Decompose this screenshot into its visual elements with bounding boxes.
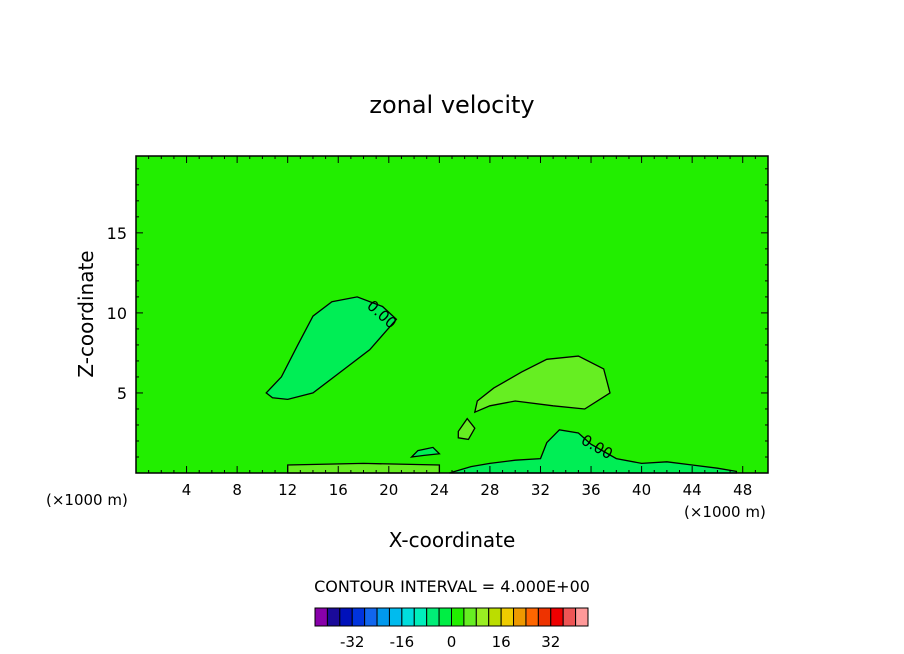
colorbar-tick-label: 16 — [492, 633, 511, 651]
colorbar-swatch — [388, 607, 403, 627]
x-tick-label: 4 — [182, 481, 192, 499]
contour-region — [265, 296, 398, 401]
colorbar-tick-label: -32 — [340, 633, 365, 651]
colorbar-swatch — [550, 607, 564, 627]
chart-title: zonal velocity — [369, 91, 534, 119]
colorbar-swatch — [500, 607, 515, 627]
z-unit-label: (×1000 m) — [46, 491, 128, 509]
contour-region — [473, 355, 611, 414]
x-tick-label: 32 — [531, 481, 550, 499]
colorbar-swatch — [326, 607, 341, 627]
colorbar-tick-label: 0 — [447, 633, 457, 651]
x-tick-label: 16 — [329, 481, 348, 499]
colorbar — [314, 607, 589, 627]
colorbar-swatch — [376, 607, 390, 627]
y-tick-label: 10 — [107, 304, 127, 323]
colorbar-swatch — [451, 607, 465, 627]
colorbar-swatch — [463, 607, 477, 627]
colorbar-swatch — [413, 607, 428, 627]
colorbar-tick-label: -16 — [390, 633, 415, 651]
colorbar-swatch — [537, 607, 552, 627]
colorbar-swatch — [575, 607, 589, 627]
x-tick-label: 12 — [278, 481, 297, 499]
x-tick-labels: 4 8 12 16 20 24 28 32 36 40 44 48 — [182, 481, 752, 499]
colorbar-swatch — [401, 607, 415, 627]
x-tick-label: 20 — [379, 481, 398, 499]
x-tick-label: 8 — [232, 481, 242, 499]
colorbar-swatch — [488, 607, 502, 627]
y-tick-label: 15 — [107, 224, 127, 243]
y-tick-labels: 5 10 15 — [107, 224, 127, 403]
x-tick-label: 48 — [733, 481, 752, 499]
axis-ticks — [136, 156, 768, 473]
colorbar-swatch — [339, 607, 353, 627]
colorbar-tick-label: 32 — [541, 633, 560, 651]
y-axis-label: Z-coordinate — [74, 250, 98, 377]
colorbar-swatch — [364, 607, 378, 627]
plot-background — [136, 156, 768, 473]
contour-region — [457, 417, 476, 441]
colorbar-swatch — [351, 607, 366, 627]
colorbar-tick-labels: -32 -16 0 16 32 — [340, 633, 560, 651]
colorbar-swatch — [475, 607, 490, 627]
colorbar-swatch — [314, 607, 328, 627]
contour-region — [409, 446, 441, 458]
colorbar-swatch — [562, 607, 577, 627]
x-tick-label: 36 — [581, 481, 600, 499]
contour-region — [449, 429, 738, 474]
plot-area: 0.00 0.00 — [135, 155, 769, 474]
colorbar-swatch — [525, 607, 539, 627]
colorbar-swatch — [513, 607, 527, 627]
colorbar-swatch — [438, 607, 453, 627]
x-tick-label: 44 — [683, 481, 702, 499]
y-tick-label: 5 — [117, 384, 127, 403]
colorbar-swatch — [426, 607, 440, 627]
contour-interval-text: CONTOUR INTERVAL = 4.000E+00 — [314, 577, 590, 596]
x-tick-label: 40 — [632, 481, 651, 499]
x-tick-label: 28 — [480, 481, 499, 499]
x-axis-label: X-coordinate — [389, 528, 516, 552]
x-unit-label: (×1000 m) — [684, 503, 766, 521]
x-tick-label: 24 — [430, 481, 449, 499]
